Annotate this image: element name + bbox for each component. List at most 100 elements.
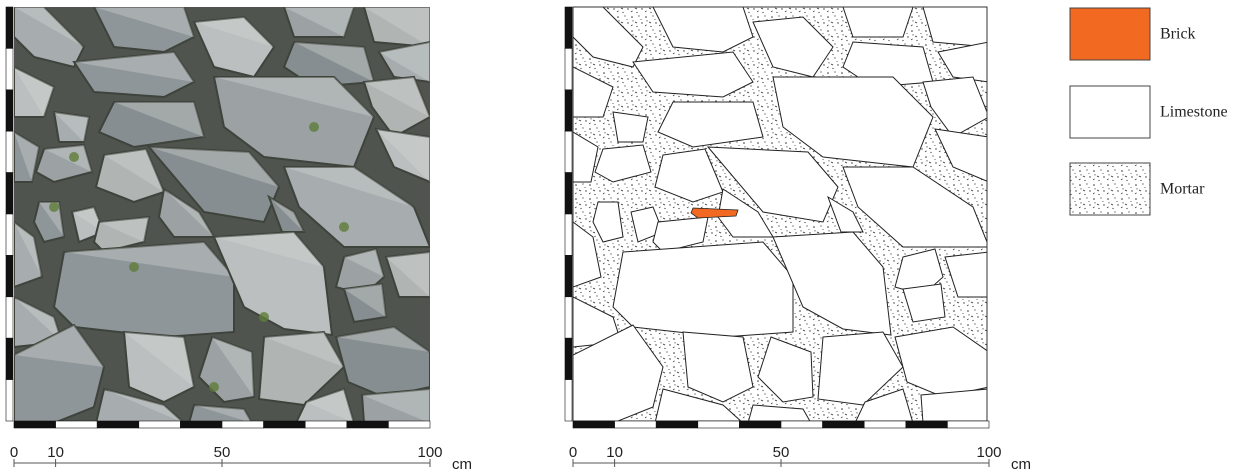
stone-highlight (194, 405, 251, 421)
wall-drawing (573, 7, 987, 421)
stone-highlight (214, 77, 374, 117)
limestone (632, 51, 754, 98)
vegetation (339, 222, 349, 232)
scale-segment (346, 420, 389, 429)
stone-highlight (364, 77, 430, 117)
limestone (842, 41, 934, 88)
stone (362, 75, 430, 139)
brick (690, 207, 739, 219)
stone-highlight (362, 389, 430, 421)
limestone (573, 7, 644, 68)
scale-segment (5, 89, 14, 132)
limestone (573, 131, 599, 183)
legend-swatch (1069, 162, 1151, 216)
stone-highlight (124, 332, 194, 387)
limestone (594, 144, 652, 183)
scale-segment (614, 420, 657, 429)
stone-highlight (264, 332, 344, 367)
stone (360, 387, 430, 421)
scale-segment (564, 48, 573, 91)
vegetation (309, 122, 319, 132)
stone-highlight (284, 7, 354, 37)
limestone (654, 388, 742, 421)
stone (188, 403, 253, 421)
tick-label: 50 (773, 444, 790, 461)
stone-highlight (269, 197, 304, 232)
scale-segment (5, 172, 14, 215)
limestone (573, 324, 664, 421)
limestone (752, 16, 834, 78)
limestone (922, 76, 987, 138)
stone-highlight (386, 252, 430, 297)
stone (72, 50, 196, 99)
stone-highlight (54, 112, 89, 142)
scale-axes: 0 10 50 100 cm 0 10 50 100 cm (5, 6, 1031, 473)
scale-segment (655, 420, 699, 429)
scale-segment (564, 213, 573, 256)
vegetation (129, 262, 139, 272)
scale-segment (5, 48, 14, 91)
scale-segment (5, 213, 14, 256)
scale-segment (564, 337, 573, 380)
scale-segment (564, 89, 573, 132)
stone-highlight (14, 297, 62, 342)
limestone (757, 336, 814, 403)
limestone (842, 166, 987, 248)
unit-label: cm (452, 456, 472, 473)
vegetation (49, 202, 59, 212)
limestone (573, 221, 602, 288)
stone (14, 323, 106, 421)
scale-segment (5, 130, 14, 173)
limestone (944, 251, 987, 298)
limestone (682, 331, 754, 403)
limestone (855, 388, 913, 421)
scale-segment (564, 130, 573, 173)
scale-segment (564, 172, 573, 215)
stone-highlight (72, 207, 104, 232)
vegetation (259, 312, 269, 322)
stone (362, 7, 430, 49)
stone (14, 65, 56, 118)
stone-highlight (14, 222, 42, 277)
scale-segment (180, 420, 223, 429)
scale-segment (572, 420, 615, 429)
tick-label: 0 (10, 444, 18, 461)
stone-highlight (104, 149, 164, 192)
unit-label: cm (1011, 456, 1031, 473)
stone-highlight (214, 232, 324, 267)
limestone (937, 41, 987, 83)
scale-segment (138, 420, 181, 429)
stone (282, 166, 430, 248)
scale-segment (905, 420, 948, 429)
stone-highlight (44, 145, 92, 172)
stone (334, 325, 430, 399)
stone-highlight (64, 242, 234, 277)
stone (97, 101, 206, 149)
stone (92, 7, 196, 54)
stone-highlight (376, 129, 430, 182)
tick-label: 50 (214, 444, 231, 461)
limestone (592, 201, 624, 243)
stone (192, 15, 276, 79)
scale-segment (564, 296, 573, 339)
tick-label: 100 (417, 444, 442, 461)
legend-swatch (1069, 7, 1151, 61)
tick-label: 10 (47, 444, 64, 461)
stone-highlight (74, 52, 194, 82)
stone-highlight (336, 327, 430, 352)
stone (282, 7, 356, 38)
stone-highlight (294, 42, 374, 82)
stone-highlight (99, 217, 149, 242)
stone (94, 147, 166, 204)
limestone (652, 7, 754, 53)
limestone (817, 331, 904, 406)
legend: Brick Limestone Mortar (1069, 7, 1228, 216)
wall-photo (14, 7, 430, 421)
stone (52, 110, 91, 143)
tick-label: 10 (606, 444, 623, 461)
stone-highlight (149, 147, 279, 187)
stone (32, 201, 66, 244)
stone-highlight (114, 102, 204, 137)
stone (342, 282, 388, 324)
stone-highlight (379, 42, 430, 82)
